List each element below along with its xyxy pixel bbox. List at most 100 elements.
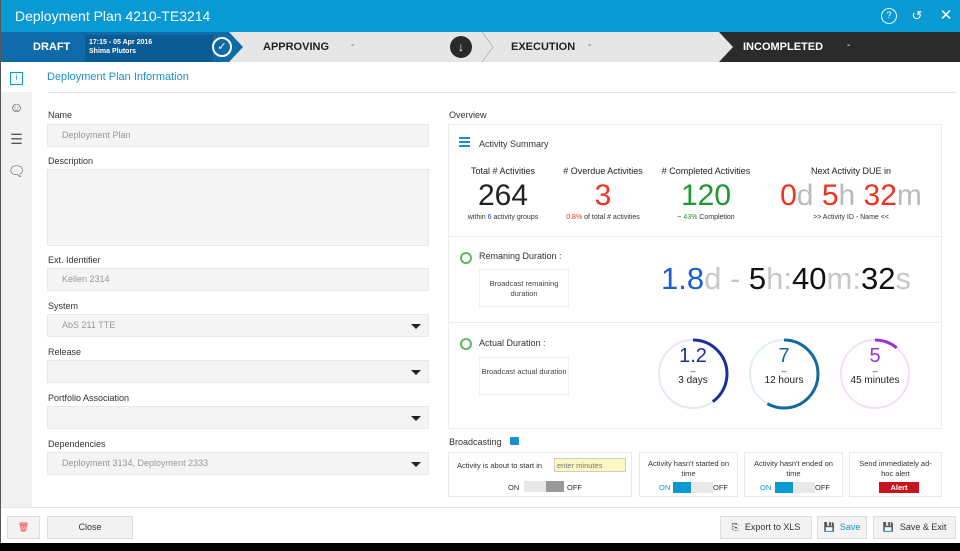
save-icon: 💾 — [823, 522, 835, 532]
step-draft-user: Shima Plutors — [89, 48, 137, 55]
title-bar: Deployment Plan 4210-TE3214 ? ↺ ✕ — [1, 0, 960, 32]
portfolio-select[interactable] — [47, 406, 429, 429]
minutes-unit: 45 minutes — [850, 375, 900, 386]
caret-down-icon — [411, 416, 421, 421]
export-icon: ⎘ — [731, 522, 739, 532]
broadcast-about-to-start-card: Activity is about to start in ON OFF — [448, 452, 632, 497]
minutes-input[interactable] — [554, 458, 626, 472]
sidebar-item-users[interactable]: ☺ — [1, 92, 32, 122]
step-incompleted-detail: - — [847, 40, 851, 51]
description-field[interactable] — [47, 169, 429, 246]
divider — [47, 92, 957, 93]
dependencies-value: Deployment 3134, Deployment 2333 — [62, 458, 209, 468]
minutes-value: 5 — [869, 345, 881, 367]
broadcast-actual-button[interactable]: Broadcast actual duration — [479, 357, 569, 395]
close-button[interactable]: Close — [47, 516, 133, 539]
sidebar-item-info[interactable]: i — [1, 62, 32, 92]
close-icon[interactable]: ✕ — [939, 7, 953, 24]
step-execution-label[interactable]: EXECUTION — [511, 41, 576, 53]
ext-identifier-label: Ext. Identifier — [48, 255, 101, 265]
overdue-value: 3 — [594, 179, 612, 212]
caret-down-icon — [411, 462, 421, 467]
total-label: Total # Activities — [470, 166, 536, 176]
step-approving-label[interactable]: APPROVING — [263, 41, 330, 53]
list-icon: ☰ — [10, 131, 23, 147]
toggle-on-label: ON — [760, 483, 772, 492]
overview-title: Overview — [449, 110, 487, 120]
overdue-sub: 0.8% of total # activities — [566, 214, 640, 221]
activity-summary-title: Activity Summary — [479, 139, 549, 149]
download-arrow-icon[interactable]: ↓ — [450, 36, 472, 58]
actual-duration-card: Actual Duration : Broadcast actual durat… — [448, 322, 942, 429]
minutes-progress-ring — [839, 338, 911, 410]
about-to-start-toggle[interactable] — [524, 481, 564, 492]
total-value: 264 — [477, 179, 529, 212]
history-icon[interactable]: ↺ — [911, 8, 923, 23]
sidebar-item-chat[interactable]: 🗨 — [1, 156, 32, 186]
step-draft-meta: 17:15 - 05 Apr 2016 Shima Plutors — [85, 35, 213, 62]
step-approving-detail: - — [351, 40, 355, 51]
hours-ring: 7 – 12 hours — [747, 337, 821, 411]
not-started-toggle[interactable] — [673, 482, 713, 493]
sidebar-item-list[interactable]: ☰ — [1, 124, 32, 154]
hours-progress-ring — [748, 338, 820, 410]
not-ended-label: Activity hasn't ended on time — [754, 459, 833, 478]
clock-icon — [460, 252, 472, 264]
caret-down-icon — [411, 324, 421, 329]
toggle-off-label: OFF — [713, 483, 728, 492]
broadcast-remaining-button[interactable]: Broadcast remaining duration — [479, 269, 569, 307]
about-to-start-label: Activity is about to start in — [457, 461, 543, 470]
name-field[interactable]: Deployment Plan — [47, 124, 429, 147]
step-incompleted[interactable]: INCOMPLETED - — [719, 32, 960, 62]
alert-button[interactable]: Alert — [879, 482, 919, 493]
system-value: AbS 211 TTE — [62, 320, 116, 330]
system-select[interactable]: AbS 211 TTE — [47, 314, 429, 337]
footer-bar: 🗑 Close ⎘ Export to XLS 💾 Save 💾 Save & Exi… — [1, 507, 960, 543]
dependencies-label: Dependencies — [48, 439, 106, 449]
save-exit-button[interactable]: 💾 Save & Exit — [873, 516, 956, 539]
total-activities-stat: Total # Activities 264 within 6 activity… — [455, 166, 551, 221]
completed-value: 120 — [680, 179, 732, 212]
not-started-label: Activity hasn't started on time — [647, 459, 730, 478]
help-icon[interactable]: ? — [881, 8, 897, 24]
overdue-label: # Overdue Activities — [563, 166, 643, 176]
delete-button[interactable]: 🗑 — [7, 516, 40, 539]
description-label: Description — [48, 156, 94, 166]
portfolio-label: Portfolio Association — [48, 393, 130, 403]
save-exit-icon: 💾 — [882, 522, 894, 532]
release-select[interactable] — [47, 360, 429, 383]
ext-identifier-field[interactable]: Kellen 2314 — [47, 268, 429, 291]
trash-icon: 🗑 — [17, 522, 30, 532]
remaining-duration-value: 1.8d - 5h:40m:32s — [661, 261, 911, 296]
completed-activities-stat: # Completed Activities 120 ~ 43% Complet… — [655, 166, 757, 221]
save-button[interactable]: 💾 Save — [817, 516, 867, 539]
summary-list-icon — [459, 137, 470, 148]
export-xls-button[interactable]: ⎘ Export to XLS — [720, 516, 812, 539]
remaining-title: Remaning Duration : — [479, 251, 562, 261]
window-title: Deployment Plan 4210-TE3214 — [15, 8, 211, 24]
broadcast-not-started-card: Activity hasn't started on time ON OFF — [639, 452, 738, 497]
step-draft-time: 17:15 - 05 Apr 2016 — [89, 39, 153, 46]
step-execution-detail: - — [588, 40, 592, 51]
dependencies-select[interactable]: Deployment 3134, Deployment 2333 — [47, 452, 429, 475]
step-draft-label: DRAFT — [33, 41, 71, 53]
toggle-off-label: OFF — [815, 483, 830, 492]
caret-down-icon — [411, 370, 421, 375]
system-label: System — [48, 301, 79, 311]
broadcast-adhoc-card: Send immediately ad-hoc alert Alert — [849, 452, 942, 497]
ext-identifier-value: Kellen 2314 — [62, 274, 110, 284]
not-ended-toggle[interactable] — [775, 482, 815, 493]
step-draft[interactable]: DRAFT 17:15 - 05 Apr 2016 Shima Plutors … — [1, 32, 243, 62]
next-due-activity-link[interactable]: >> Activity ID - Name << — [813, 214, 889, 221]
sidebar: i ☺ ☰ 🗨 — [1, 62, 32, 507]
next-due-value: 0d 5h 32m — [780, 179, 922, 212]
days-progress-ring — [657, 338, 729, 410]
hours-unit: 12 hours — [764, 375, 804, 386]
activity-summary-card: Activity Summary Total # Activities 264 … — [448, 124, 942, 237]
chevron-separator-icon — [481, 32, 494, 62]
minutes-ring: 5 – 45 minutes — [838, 337, 912, 411]
actual-title: Actual Duration : — [479, 338, 546, 348]
overdue-activities-stat: # Overdue Activities 3 0.8% of total # a… — [555, 166, 651, 221]
chat-icon: 🗨 — [7, 163, 26, 179]
